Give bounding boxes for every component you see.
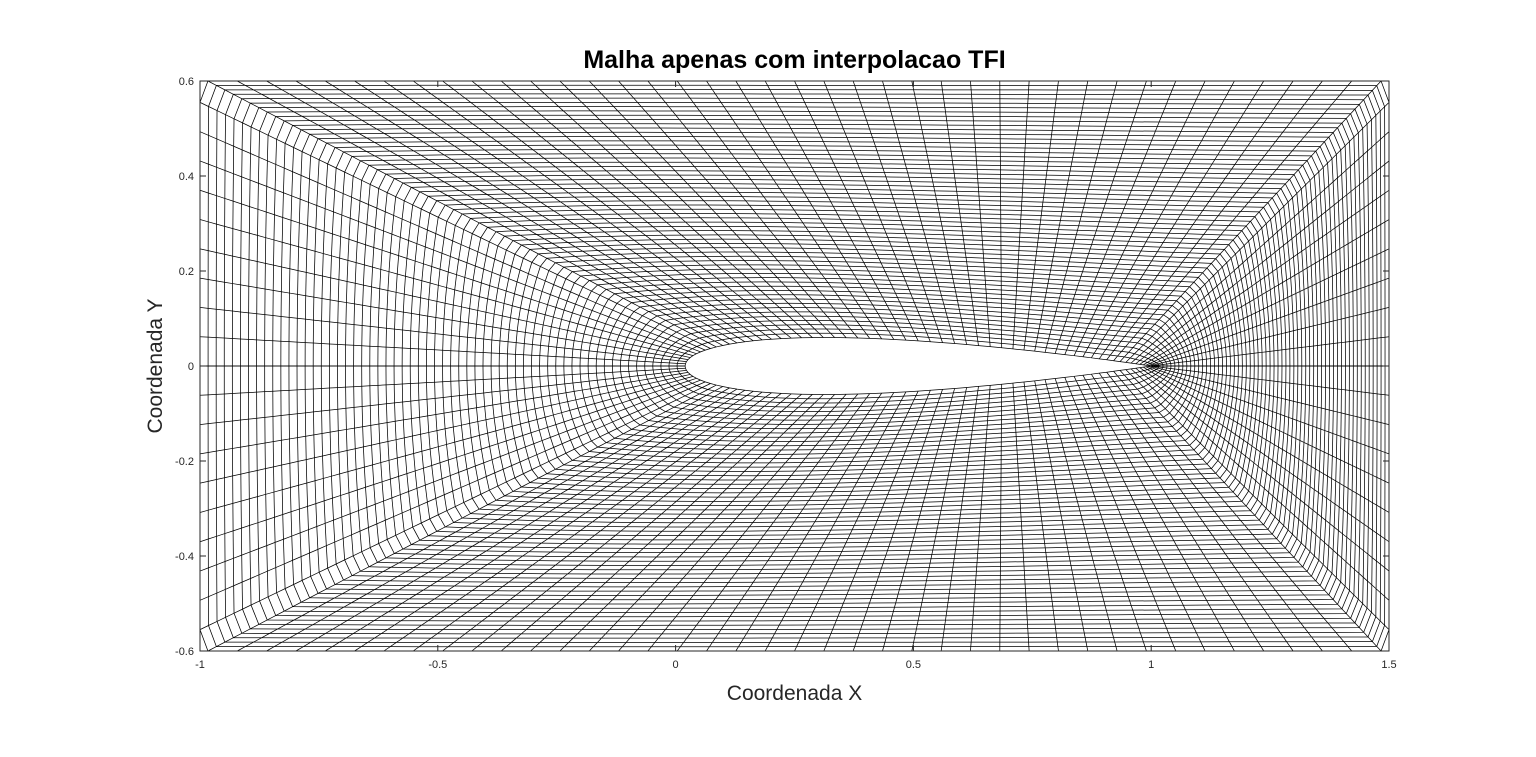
x-tick-label: -0.5 xyxy=(428,659,447,671)
y-tick-label: 0 xyxy=(188,361,194,373)
x-tick-label: 1.5 xyxy=(1381,659,1396,671)
y-tick-label: 0.2 xyxy=(179,266,194,278)
mesh-layer-line xyxy=(620,302,1184,430)
y-tick-label: -0.2 xyxy=(175,456,194,468)
x-axis-label: Coordenada X xyxy=(727,682,862,705)
x-tick-label: 1 xyxy=(1148,659,1154,671)
mesh-layer-line xyxy=(684,337,1152,395)
y-axis-label: Coordenada Y xyxy=(144,298,167,433)
mesh-layer-line xyxy=(652,320,1168,412)
mesh-grid xyxy=(199,80,1390,652)
chart-title: Malha apenas com interpolacao TFI xyxy=(583,46,1005,74)
mesh-layer-line xyxy=(660,324,1164,408)
mesh-layer-line xyxy=(644,315,1172,417)
mesh-layer-line xyxy=(636,311,1176,421)
y-tick-label: 0.4 xyxy=(179,171,194,183)
x-tick-label: -1 xyxy=(195,659,205,671)
y-tick-label: -0.6 xyxy=(175,646,194,658)
mesh-layer-line xyxy=(595,290,1196,442)
y-tick-label: -0.4 xyxy=(175,551,194,563)
y-tick-label: 0.6 xyxy=(179,76,194,88)
x-tick-label: 0 xyxy=(673,659,679,671)
mesh-layer-line xyxy=(676,332,1156,400)
x-tick-label: 0.5 xyxy=(906,659,921,671)
axis-ticks: -1 -0.5 0 0.5 1 1.5 -0.6 -0.4 -0.2 0 0.2 0.4 0.6 xyxy=(175,76,1397,671)
